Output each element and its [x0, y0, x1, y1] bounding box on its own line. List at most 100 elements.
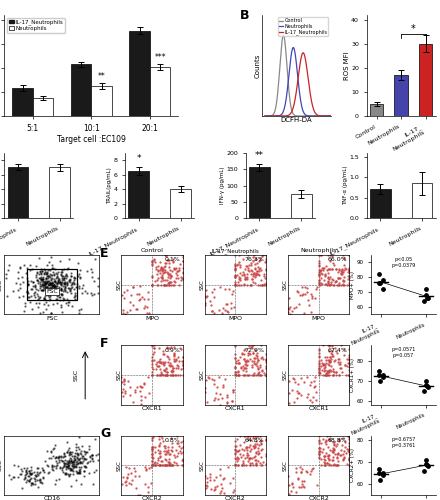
- Point: [171, 356, 178, 364]
- Point: [258, 462, 265, 469]
- Point: [44, 280, 51, 288]
- Point: [62, 278, 69, 286]
- Point: [149, 454, 156, 462]
- Point: [315, 366, 322, 374]
- Point: [149, 261, 156, 269]
- Point: [340, 454, 347, 462]
- Point: [329, 438, 336, 446]
- Point: [254, 450, 261, 458]
- Point: [232, 461, 239, 469]
- Point: [235, 447, 242, 455]
- Point: [154, 280, 161, 288]
- Point: [323, 370, 330, 378]
- Bar: [419, 44, 433, 116]
- Point: [69, 280, 76, 288]
- Point: [252, 360, 259, 368]
- Point: [294, 475, 301, 483]
- Point: [328, 366, 335, 374]
- Point: [29, 306, 36, 314]
- Point: [319, 445, 326, 453]
- Point: [33, 468, 40, 476]
- Point: [218, 480, 225, 488]
- Bar: [128, 171, 149, 218]
- Point: [171, 458, 178, 466]
- Point: [55, 284, 62, 292]
- Point: [323, 437, 330, 445]
- Point: [246, 462, 253, 469]
- Point: [262, 364, 269, 372]
- Point: [241, 280, 248, 287]
- Point: [20, 475, 27, 483]
- Point: [135, 491, 142, 499]
- Point: [229, 386, 236, 394]
- Point: [315, 444, 322, 452]
- Point: [46, 468, 53, 476]
- Point: [23, 288, 30, 296]
- Point: [66, 461, 73, 469]
- Point: [262, 258, 269, 266]
- Point: [251, 358, 258, 366]
- Point: [34, 464, 41, 472]
- Point: [35, 254, 42, 262]
- Point: [64, 298, 71, 306]
- Point: [125, 378, 132, 386]
- Point: [39, 286, 46, 294]
- Point: [44, 288, 51, 296]
- Point: [252, 255, 259, 263]
- Line: Neutrophils: Neutrophils: [265, 48, 331, 116]
- Point: [49, 279, 56, 287]
- Point: [262, 257, 269, 265]
- Point: [329, 456, 336, 464]
- Point: [330, 441, 337, 449]
- Point: [318, 462, 325, 469]
- Point: [252, 443, 259, 451]
- Point: [66, 254, 73, 262]
- Point: [37, 292, 44, 300]
- Point: [168, 439, 175, 447]
- Point: [246, 432, 253, 440]
- Point: [53, 457, 60, 465]
- Point: [61, 283, 68, 291]
- Point: [247, 280, 254, 288]
- Point: [241, 432, 248, 440]
- Point: [235, 359, 242, 367]
- Point: [254, 370, 261, 378]
- Point: [65, 458, 72, 466]
- Point: [63, 470, 70, 478]
- Point: [41, 285, 48, 293]
- Point: [243, 443, 250, 451]
- Title: Neutrophils: Neutrophils: [301, 248, 337, 253]
- Point: [258, 440, 265, 448]
- Point: [165, 454, 172, 462]
- Point: [51, 277, 58, 285]
- Point: [62, 470, 69, 478]
- Point: [293, 287, 300, 295]
- Point: [345, 358, 352, 366]
- Point: [317, 447, 324, 455]
- Point: [51, 440, 59, 448]
- Point: [259, 353, 266, 361]
- Point: [162, 251, 169, 259]
- Point: [262, 435, 269, 443]
- Point: [42, 274, 49, 281]
- Point: [155, 460, 162, 468]
- Point: [322, 270, 329, 278]
- Point: [64, 446, 71, 454]
- Point: [337, 270, 345, 278]
- Point: [317, 266, 324, 274]
- Point: [60, 449, 67, 457]
- Point: [63, 438, 70, 446]
- Point: [125, 470, 132, 478]
- Point: [252, 442, 259, 450]
- Point: [346, 435, 353, 443]
- Point: [161, 371, 168, 379]
- Point: [285, 308, 292, 316]
- Point: [68, 458, 75, 466]
- Point: [132, 388, 139, 396]
- Point: [59, 294, 66, 302]
- Point: [52, 286, 59, 294]
- Point: [43, 282, 50, 290]
- Point: [165, 462, 172, 469]
- Point: [323, 371, 330, 379]
- Point: [330, 371, 337, 379]
